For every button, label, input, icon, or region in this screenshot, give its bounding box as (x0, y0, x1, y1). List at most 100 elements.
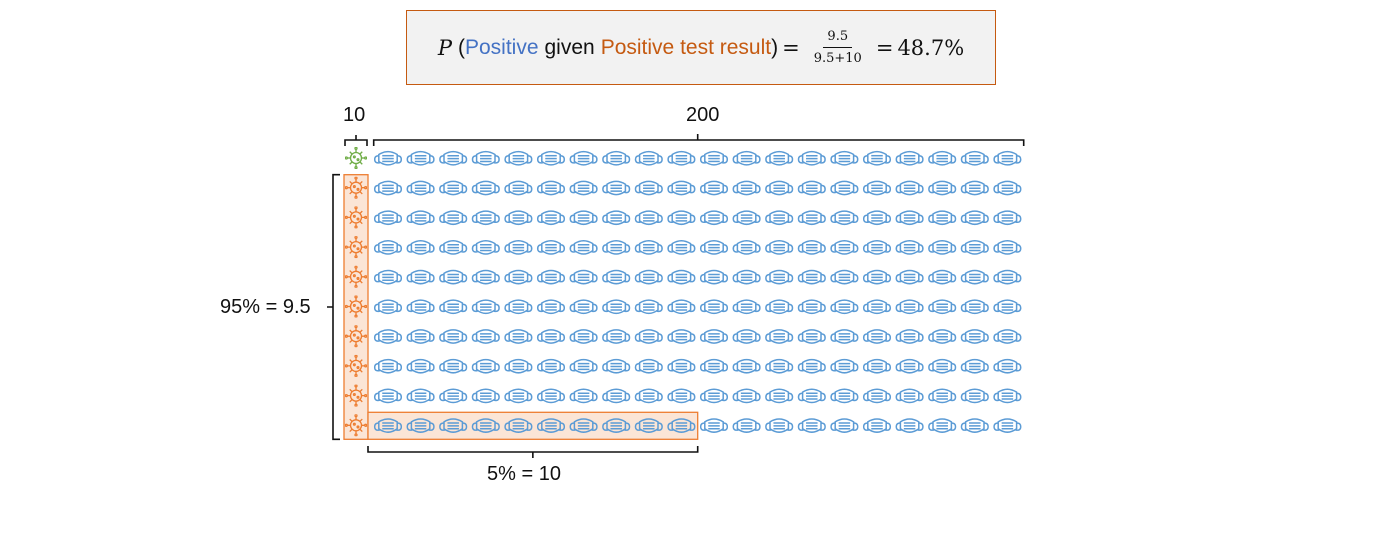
face-mask-icon (797, 418, 826, 433)
face-mask-icon (406, 299, 435, 315)
face-mask-icon (895, 329, 924, 344)
face-mask-icon (928, 240, 957, 255)
label-healthy-count: 200 (686, 104, 720, 126)
face-mask-icon (993, 329, 1022, 344)
face-mask-icon (765, 329, 794, 344)
face-mask-icon (732, 358, 761, 374)
face-mask-icon (471, 150, 500, 166)
face-mask-icon (862, 358, 892, 374)
face-mask-icon (634, 240, 663, 255)
face-mask-icon (732, 210, 761, 226)
face-mask-icon (797, 240, 826, 255)
face-mask-icon (634, 150, 663, 166)
face-mask-icon (732, 269, 761, 285)
label-infected-count: 10 (343, 104, 366, 126)
face-mask-icon (602, 329, 631, 344)
face-mask-icon (569, 240, 598, 255)
fraction-numerator: 9.5 (823, 29, 853, 48)
face-mask-icon (504, 269, 533, 285)
face-mask-icon (504, 240, 533, 255)
face-mask-icon (667, 180, 696, 196)
face-mask-icon (667, 299, 696, 315)
face-mask-icon (634, 388, 663, 404)
face-mask-icon (471, 388, 500, 404)
face-mask-icon (699, 150, 729, 166)
face-mask-icon (634, 180, 663, 196)
face-mask-icon (504, 358, 533, 374)
face-mask-icon (504, 299, 533, 315)
face-mask-icon (602, 150, 631, 166)
face-mask-icon (732, 299, 761, 315)
face-mask-icon (960, 358, 989, 374)
face-mask-icon (406, 388, 435, 404)
face-mask-icon (862, 240, 892, 255)
bottom-false-positive-bracket (367, 446, 699, 458)
face-mask-icon (536, 269, 566, 285)
face-mask-icon (895, 299, 924, 315)
face-mask-icon (406, 358, 435, 374)
face-mask-icon (504, 150, 533, 166)
face-mask-icon (765, 180, 794, 196)
face-mask-icon (993, 150, 1022, 166)
face-mask-icon (993, 388, 1022, 404)
face-mask-icon (862, 269, 892, 285)
face-mask-icon (373, 299, 403, 315)
face-mask-icon (471, 329, 500, 344)
face-mask-icon (732, 418, 761, 433)
face-mask-icon (536, 240, 566, 255)
face-mask-icon (830, 240, 859, 255)
face-mask-icon (960, 329, 989, 344)
face-mask-icon (830, 299, 859, 315)
face-mask-icon (928, 210, 957, 226)
equals-sign-2: = (875, 35, 894, 60)
result-value: 48.7% (897, 35, 965, 60)
face-mask-icon (993, 210, 1022, 226)
face-mask-icon (602, 388, 631, 404)
face-mask-icon (504, 388, 533, 404)
face-mask-icon (634, 269, 663, 285)
face-mask-icon (699, 329, 729, 344)
face-mask-icon (504, 180, 533, 196)
face-mask-icon (439, 240, 468, 255)
face-mask-icon (536, 180, 566, 196)
face-mask-icon (960, 388, 989, 404)
face-mask-icon (895, 150, 924, 166)
face-mask-icon (471, 240, 500, 255)
face-mask-icon (373, 358, 403, 374)
face-mask-icon (797, 299, 826, 315)
face-mask-icon (373, 180, 403, 196)
face-mask-icon (928, 269, 957, 285)
face-mask-icon (765, 299, 794, 315)
face-mask-icon (830, 358, 859, 374)
face-mask-icon (895, 240, 924, 255)
positive-test-term: Positive test result (600, 35, 772, 59)
face-mask-icon (862, 299, 892, 315)
face-mask-icon (602, 358, 631, 374)
face-mask-icon (699, 358, 729, 374)
face-mask-icon (993, 418, 1022, 433)
face-mask-icon (406, 150, 435, 166)
face-mask-icon (765, 210, 794, 226)
face-mask-icon (602, 240, 631, 255)
face-mask-icon (862, 418, 892, 433)
top-healthy-bracket (372, 134, 1025, 146)
face-mask-icon (602, 180, 631, 196)
face-mask-icon (862, 210, 892, 226)
face-mask-icon (602, 269, 631, 285)
face-mask-icon (797, 329, 826, 344)
face-mask-icon (830, 180, 859, 196)
face-mask-icon (732, 388, 761, 404)
face-mask-icon (373, 210, 403, 226)
face-mask-icon (536, 329, 566, 344)
face-mask-icon (993, 358, 1022, 374)
face-mask-icon (602, 299, 631, 315)
face-mask-icon (993, 299, 1022, 315)
face-mask-icon (406, 269, 435, 285)
face-mask-icon (960, 418, 989, 433)
face-mask-icon (960, 150, 989, 166)
left-positive-bracket (327, 173, 340, 441)
face-mask-icon (536, 210, 566, 226)
face-mask-icon (765, 240, 794, 255)
fraction: 9.5 9.5+10 (810, 29, 866, 66)
